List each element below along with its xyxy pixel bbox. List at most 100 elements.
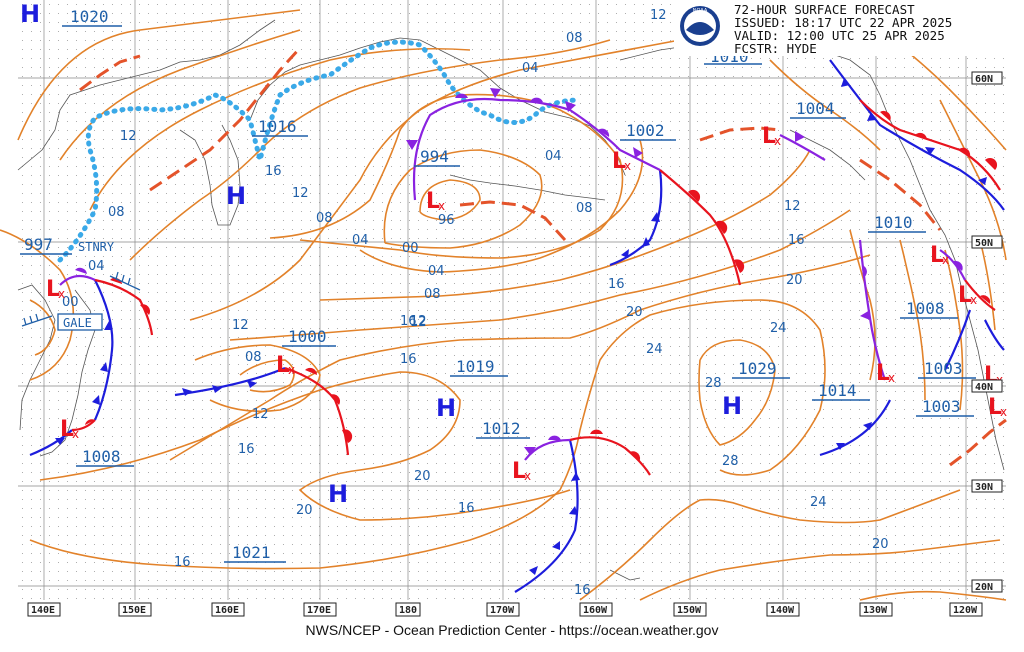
- isobar-label: 08: [245, 350, 262, 365]
- isobars: [0, 9, 1007, 601]
- isobar-label: 16: [458, 501, 475, 516]
- svg-text:x: x: [288, 363, 295, 377]
- forecast-title: 72-HOUR SURFACE FORECAST: [734, 2, 915, 17]
- low-symbol: L: [512, 459, 526, 484]
- low-symbol: L: [988, 395, 1002, 420]
- lat-label: 20N: [975, 582, 993, 593]
- lat-label: 40N: [975, 382, 993, 393]
- warm-front: [569, 436, 651, 476]
- lon-label: 160E: [215, 605, 239, 616]
- isobar-label: 12: [784, 199, 801, 214]
- svg-text:x: x: [888, 371, 895, 385]
- isobar-label: 16: [400, 352, 417, 367]
- isobar-label: 12: [120, 129, 137, 144]
- occluded-front: [59, 274, 96, 286]
- low-symbol: L: [612, 149, 626, 174]
- isobar-label: 20: [414, 469, 431, 484]
- pressure-value: 1014: [818, 381, 857, 400]
- svg-text:x: x: [524, 469, 531, 483]
- svg-text:x: x: [1000, 405, 1007, 419]
- pressure-value: 1004: [796, 99, 835, 118]
- isobar-label: 08: [424, 287, 441, 302]
- pressure-value: 994: [420, 147, 449, 166]
- forecast-header: NOAA 72-HOUR SURFACE FORECAST ISSUED: 18…: [674, 0, 1006, 56]
- isobar-label: 28: [705, 376, 722, 391]
- pressure-value: 1002: [626, 121, 665, 140]
- isobar-label: 00: [62, 295, 79, 310]
- high-symbol: H: [328, 480, 348, 508]
- isobar-label: 20: [626, 305, 643, 320]
- pressure-value: 1000: [288, 327, 327, 346]
- isobar-label: 96: [438, 213, 455, 228]
- low-symbol: L: [276, 353, 290, 378]
- cold-front: [829, 59, 1005, 211]
- isobar-label: 16: [574, 583, 591, 598]
- lat-label: 50N: [975, 238, 993, 249]
- svg-text:x: x: [438, 199, 445, 213]
- isobar-label: 12: [410, 315, 427, 330]
- noaa-logo-text: NOAA: [693, 8, 708, 14]
- warm-front: [964, 279, 996, 311]
- lon-label: 150W: [677, 605, 702, 616]
- pressure-value: 1008: [82, 447, 121, 466]
- issued-time: ISSUED: 18:17 UTC 22 APR 2025: [734, 15, 952, 30]
- troughs: [79, 46, 1007, 467]
- high-symbol: H: [20, 0, 40, 28]
- lon-label: 150E: [122, 605, 146, 616]
- cold-front: [93, 279, 114, 421]
- isobar-label: 00: [402, 241, 419, 256]
- isobar-label: 16: [265, 164, 282, 179]
- footer-credit: NWS/NCEP - Ocean Prediction Center - htt…: [305, 622, 719, 638]
- warm-front: [659, 169, 742, 286]
- low-symbol: L: [426, 189, 440, 214]
- warm-front: [94, 278, 154, 336]
- longitude-labels: 140E 150E 160E 170E 180 170W 160W 150W 1…: [27, 602, 983, 617]
- isobar-label: 12: [232, 318, 249, 333]
- high-symbol: H: [722, 392, 742, 420]
- stationary-label: STNRY: [78, 240, 115, 254]
- lon-label: 120W: [953, 605, 978, 616]
- isobar-label: 12: [410, 314, 427, 329]
- pressure-value: 1016: [258, 117, 297, 136]
- ice-edge: [57, 39, 583, 263]
- pressure-value: 1012: [482, 419, 521, 438]
- low-symbol: L: [46, 277, 60, 302]
- pressure-value: 1010: [874, 213, 913, 232]
- cold-front: [944, 309, 972, 371]
- forecaster: FCSTR: HYDE: [734, 41, 817, 56]
- low-symbol: L: [958, 283, 972, 308]
- lon-label: 180: [399, 605, 417, 616]
- warm-front-symbols: [85, 110, 998, 462]
- isobar-label: 20: [872, 537, 889, 552]
- isobar-label: 08: [566, 31, 583, 46]
- pressure-value: 1021: [232, 543, 271, 562]
- map-background-grid: [18, 0, 1006, 600]
- warm-front: [859, 99, 1001, 191]
- wind-barb-icon: [21, 313, 53, 327]
- isobar-label: 28: [722, 454, 739, 469]
- warm-front: [71, 419, 96, 432]
- occluded-front: [779, 134, 826, 161]
- isobar-label: 16: [174, 555, 191, 570]
- svg-text:x: x: [774, 134, 781, 148]
- isobar-label: 12: [650, 8, 667, 23]
- isobar-label: 24: [770, 321, 787, 336]
- lat-label: 60N: [975, 74, 993, 85]
- cold-front: [984, 319, 1005, 351]
- isobar-label: 08: [576, 201, 593, 216]
- isobar-label: 16: [788, 233, 805, 248]
- isobar-label: 04: [522, 61, 539, 76]
- latitude-labels: 60N 50N 40N 30N 20N: [971, 71, 1003, 593]
- high-symbol: H: [436, 394, 456, 422]
- isobar-label: 12: [292, 186, 309, 201]
- occluded-front: [412, 97, 661, 201]
- high-symbol: H: [226, 182, 246, 210]
- isobar-label: 24: [646, 342, 663, 357]
- low-symbol: L: [876, 361, 890, 386]
- lon-label: 160W: [583, 605, 608, 616]
- svg-text:x: x: [970, 293, 977, 307]
- isobar-label: 12: [252, 407, 269, 422]
- valid-time: VALID: 12:00 UTC 25 APR 2025: [734, 28, 945, 43]
- occluded-symbols: [75, 88, 963, 455]
